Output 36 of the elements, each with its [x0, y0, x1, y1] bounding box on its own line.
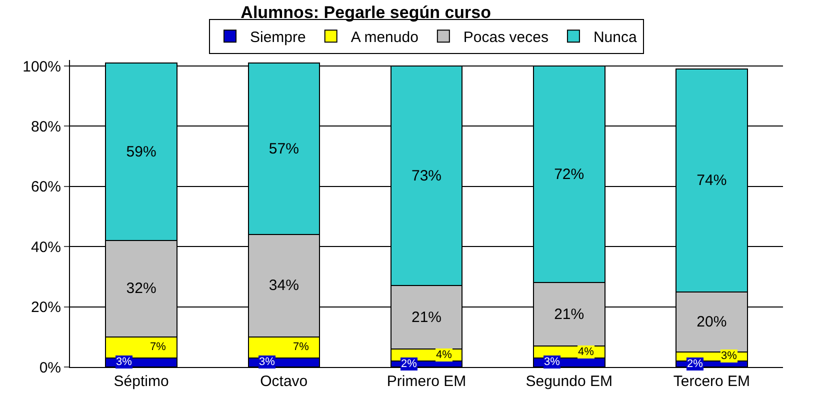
- data-label: 59%: [126, 143, 156, 160]
- data-label: 34%: [268, 277, 299, 294]
- y-tick-label: 40%: [30, 238, 61, 256]
- data-label: 20%: [696, 313, 727, 330]
- data-label: 32%: [126, 280, 156, 298]
- data-label: 57%: [268, 140, 299, 158]
- y-tick-label: 20%: [30, 299, 61, 316]
- y-tick-label: 60%: [30, 178, 61, 196]
- data-label: 4%: [578, 346, 594, 358]
- y-tick-label: 100%: [22, 58, 61, 76]
- legend-label: A menudo: [350, 28, 418, 46]
- data-label: 3%: [116, 356, 132, 368]
- data-label: 3%: [259, 356, 276, 368]
- x-tick-label: Tercero EM: [673, 373, 750, 390]
- data-label: 3%: [544, 356, 560, 368]
- data-label: 2%: [687, 358, 704, 370]
- legend-label: Siempre: [250, 28, 306, 46]
- y-tick-label: 80%: [30, 118, 61, 136]
- data-label: 21%: [554, 306, 584, 323]
- x-tick-label: Octavo: [260, 373, 308, 390]
- data-label: 3%: [721, 350, 738, 362]
- x-tick-label: Primero EM: [386, 373, 466, 390]
- data-label: 21%: [411, 308, 442, 326]
- chart-title: Alumnos: Pegarle según curso: [240, 3, 492, 22]
- data-label: 73%: [411, 167, 442, 184]
- data-label: 74%: [696, 172, 727, 189]
- legend-label: Pocas veces: [463, 28, 548, 46]
- data-label: 2%: [401, 358, 418, 370]
- data-label: 4%: [436, 349, 452, 361]
- y-tick-label: 0%: [39, 359, 61, 376]
- data-label: 7%: [150, 341, 166, 353]
- data-label: 72%: [554, 166, 584, 183]
- x-tick-label: Segundo EM: [526, 373, 612, 390]
- data-label: 7%: [293, 341, 310, 353]
- x-tick-label: Séptimo: [114, 373, 169, 390]
- legend-label: Nunca: [593, 28, 638, 46]
